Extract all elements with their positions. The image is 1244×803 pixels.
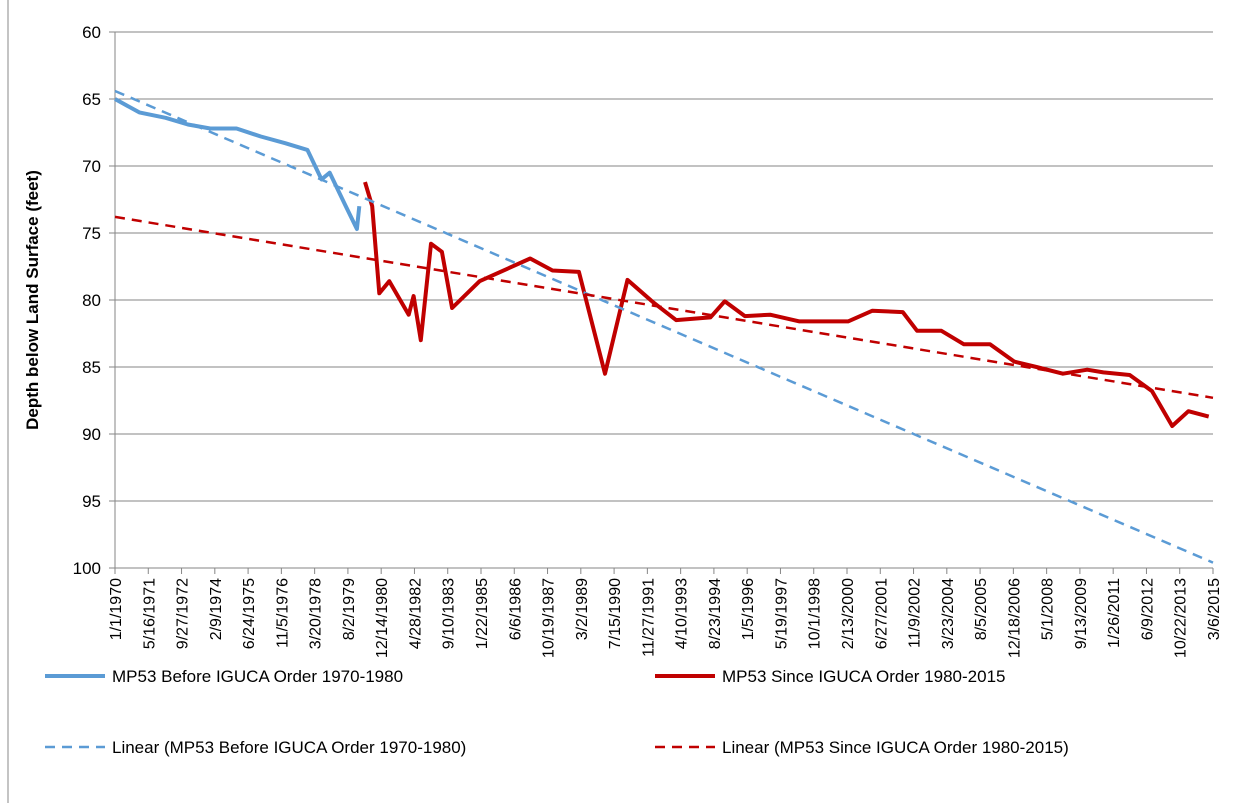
x-tick-label: 3/2/1989 <box>574 578 591 640</box>
x-tick-label: 12/18/2006 <box>1006 578 1023 658</box>
x-tick-label: 6/27/2001 <box>873 578 890 649</box>
legend-label: MP53 Since IGUCA Order 1980-2015 <box>722 667 1005 686</box>
y-tick-label: 75 <box>82 224 101 243</box>
x-tick-label: 6/24/1975 <box>241 578 258 649</box>
x-tick-label: 10/19/1987 <box>541 578 558 658</box>
x-tick-label: 12/14/1980 <box>374 578 391 658</box>
x-tick-label: 1/22/1985 <box>474 578 491 649</box>
x-tick-label: 5/19/1997 <box>773 578 790 649</box>
x-tick-label: 3/20/1978 <box>308 578 325 649</box>
x-tick-label: 11/5/1976 <box>274 578 291 648</box>
x-tick-label: 4/10/1993 <box>674 578 691 649</box>
x-tick-label: 9/27/1972 <box>175 578 192 649</box>
x-tick-label: 8/23/1994 <box>707 578 724 649</box>
y-tick-label: 65 <box>82 90 101 109</box>
x-tick-label: 6/9/2012 <box>1139 578 1156 640</box>
x-tick-label: 6/6/1986 <box>507 578 524 640</box>
series-line <box>363 181 1210 428</box>
y-tick-label: 60 <box>82 23 101 42</box>
x-tick-label: 11/9/2002 <box>907 578 924 648</box>
x-tick-label: 10/22/2013 <box>1173 578 1190 658</box>
y-tick-label: 95 <box>82 492 101 511</box>
x-tick-label: 2/9/1974 <box>208 578 225 640</box>
y-tick-label: 70 <box>82 157 101 176</box>
x-tick-label: 10/1/1998 <box>807 578 824 649</box>
x-tick-label: 8/2/1979 <box>341 578 358 640</box>
x-tick-label: 2/13/2000 <box>840 578 857 649</box>
series-line <box>114 215 1214 400</box>
x-tick-label: 9/10/1983 <box>441 578 458 649</box>
y-tick-label: 80 <box>82 291 101 310</box>
legend-label: Linear (MP53 Since IGUCA Order 1980-2015… <box>722 738 1069 757</box>
y-tick-label: 85 <box>82 358 101 377</box>
x-tick-label: 9/13/2009 <box>1073 578 1090 649</box>
x-tick-label: 3/23/2004 <box>940 578 957 649</box>
x-tick-label: 1/5/1996 <box>740 578 757 640</box>
x-tick-label: 11/27/1991 <box>640 578 657 657</box>
series-line <box>114 89 1214 564</box>
x-tick-label: 5/1/2008 <box>1040 578 1057 640</box>
x-tick-label: 3/6/2015 <box>1206 578 1223 640</box>
x-tick-label: 1/26/2011 <box>1106 578 1123 648</box>
legend-label: MP53 Before IGUCA Order 1970-1980 <box>112 667 403 686</box>
x-tick-label: 7/15/1990 <box>607 578 624 649</box>
x-tick-label: 4/28/1982 <box>407 578 424 649</box>
y-tick-label: 90 <box>82 425 101 444</box>
y-axis-title: Depth below Land Surface (feet) <box>23 170 42 430</box>
y-tick-label: 100 <box>73 559 101 578</box>
x-tick-label: 8/5/2005 <box>973 578 990 640</box>
legend-label: Linear (MP53 Before IGUCA Order 1970-198… <box>112 738 466 757</box>
x-tick-label: 1/1/1970 <box>108 578 125 640</box>
series-line <box>114 97 362 231</box>
x-tick-label: 5/16/1971 <box>141 578 158 649</box>
